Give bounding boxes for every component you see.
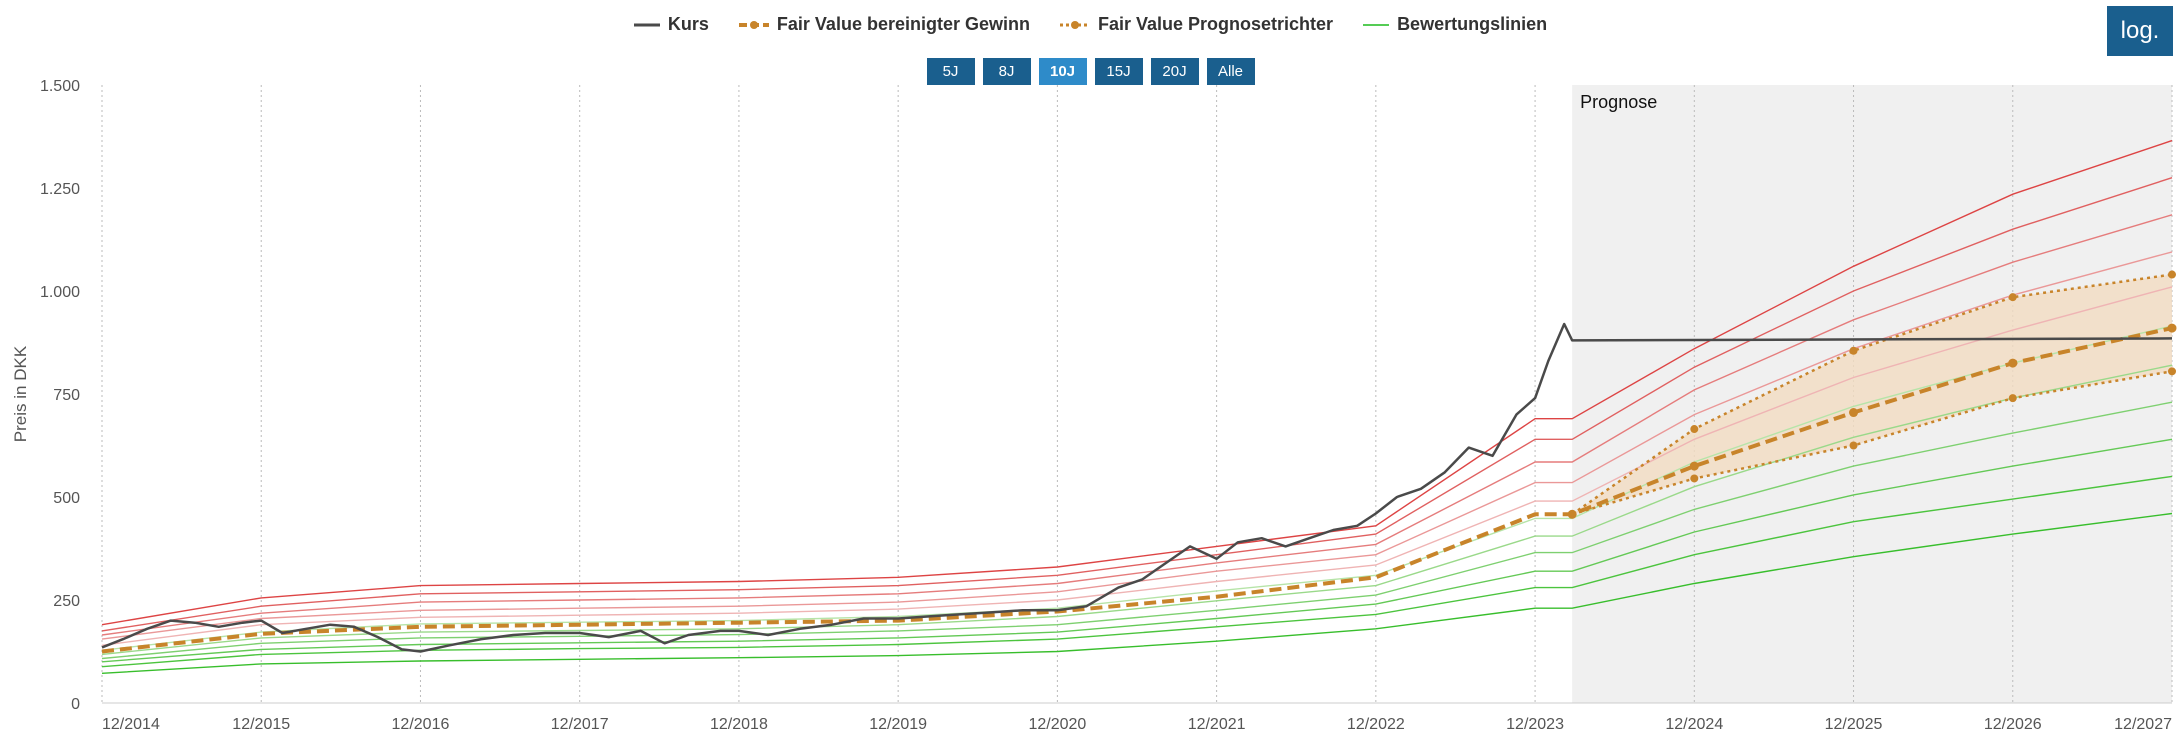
x-tick-label: 12/2026 (1984, 716, 2042, 733)
x-tick-label: 12/2024 (1665, 716, 1723, 733)
legend-item-bewertungslinien[interactable]: Bewertungslinien (1363, 14, 1547, 35)
x-tick-label: 12/2020 (1028, 716, 1086, 733)
fair-value-dotted-icon (1059, 20, 1090, 29)
fair-value-dashed-icon (738, 20, 769, 29)
valuation-line (101, 139, 2173, 626)
y-axis-title: Preis in DKK (11, 345, 30, 442)
bewertung-line-icon (1363, 23, 1390, 26)
funnel-lower-point (2168, 367, 2176, 376)
x-tick-label: 12/2017 (551, 716, 609, 733)
y-tick-label: 750 (53, 387, 80, 404)
fair-value-point (1849, 408, 1859, 418)
y-tick-label: 250 (53, 593, 80, 610)
x-tick-label: 12/2014 (102, 716, 160, 733)
valuation-line (101, 286, 2173, 646)
legend-label-fair-value-gewinn: Fair Value bereinigter Gewinn (776, 14, 1030, 34)
fair-value-point (2008, 358, 2018, 368)
x-tick-label: 12/2022 (1347, 716, 1405, 733)
fair-value-point (1689, 461, 1699, 471)
funnel-upper-point (2008, 293, 2017, 302)
valuation-line (101, 475, 2173, 668)
x-tick-label: 12/2025 (1825, 716, 1883, 733)
kurs-line-icon (633, 23, 660, 26)
x-tick-label: 12/2023 (1506, 716, 1564, 733)
y-tick-label: 0 (71, 696, 80, 713)
x-tick-label: 12/2019 (869, 716, 927, 733)
valuation-line (101, 177, 2173, 632)
y-tick-label: 500 (53, 490, 80, 507)
legend-label-fair-value-trichter: Fair Value Prognosetrichter (1097, 14, 1334, 34)
log-scale-button[interactable]: log. (2107, 6, 2173, 56)
funnel-upper-point (2168, 270, 2176, 279)
valuation-line (101, 438, 2173, 663)
x-tick-label: 12/2016 (392, 716, 450, 733)
funnel-lower-point (1690, 474, 1699, 483)
funnel-upper-point (1690, 425, 1699, 434)
legend-item-fair-value-gewinn[interactable]: Fair Value bereinigter Gewinn (738, 14, 1030, 35)
funnel-upper-point (1849, 346, 1858, 355)
legend-item-kurs[interactable]: Kurs (633, 14, 709, 35)
y-tick-label: 1.250 (40, 181, 80, 198)
legend-item-fair-value-trichter[interactable]: Fair Value Prognosetrichter (1059, 14, 1334, 35)
y-tick-label: 1.500 (40, 78, 80, 95)
legend-label-kurs: Kurs (667, 14, 709, 34)
fair-value-line (101, 326, 2173, 654)
fair-value-point (2167, 323, 2177, 333)
kurs-series (101, 322, 2173, 653)
valuation-line (101, 512, 2173, 674)
y-tick-label: 1.000 (40, 284, 80, 301)
range-button-5j[interactable]: 5J (926, 58, 975, 85)
forecast-funnel (1572, 274, 2172, 515)
range-button-alle[interactable]: Alle (1206, 58, 1255, 85)
fair-value-point (1567, 509, 1577, 519)
x-tick-label: 12/2015 (232, 716, 290, 733)
funnel-area (1572, 274, 2172, 515)
valuation-line (101, 325, 2173, 651)
funnel-upper-line (1571, 273, 2173, 516)
fair-value-series (101, 270, 2177, 654)
valuation-line (101, 214, 2173, 636)
range-button-15j[interactable]: 15J (1094, 58, 1143, 85)
valuation-line (101, 401, 2173, 660)
x-tick-label: 12/2027 (2114, 716, 2172, 733)
chart-legend: Kurs Fair Value bereinigter Gewinn Fair … (0, 14, 2181, 35)
x-axis: 12/2014 12/2015 12/2016 12/2017 12/2018 12/20… (102, 702, 2172, 733)
range-button-20j[interactable]: 20J (1150, 58, 1199, 85)
valuation-line (101, 364, 2173, 656)
forecast-label: Prognose (1580, 92, 1657, 112)
funnel-lower-point (1849, 441, 1858, 450)
kurs-line (101, 322, 2173, 653)
legend-label-bewertungslinien: Bewertungslinien (1397, 14, 1548, 34)
x-tick-label: 12/2018 (710, 716, 768, 733)
funnel-lower-point (2008, 394, 2017, 403)
valuation-lines (101, 139, 2173, 674)
range-button-group: 5J 8J 10J 15J 20J Alle (0, 58, 2181, 85)
y-axis: 0 250 500 750 1.000 1.250 1.500 Preis in DKK (11, 78, 80, 713)
range-button-10j[interactable]: 10J (1038, 58, 1087, 85)
x-tick-label: 12/2021 (1188, 716, 1246, 733)
range-button-8j[interactable]: 8J (982, 58, 1031, 85)
valuation-line (101, 251, 2173, 640)
